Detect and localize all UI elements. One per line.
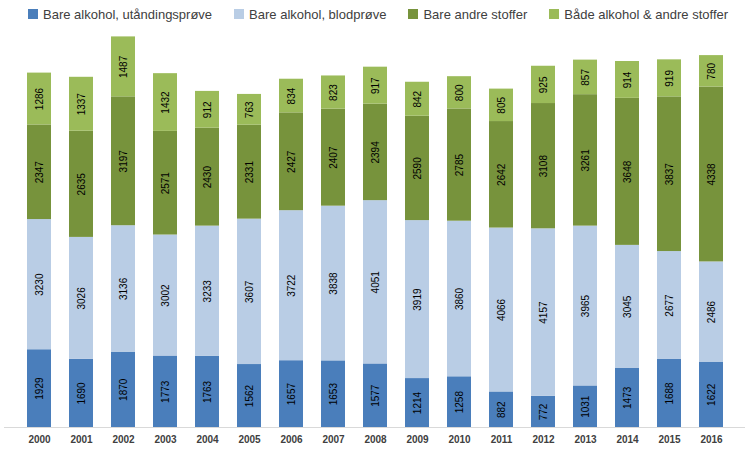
svg-text:1688: 1688 (664, 382, 675, 405)
svg-text:2003: 2003 (154, 434, 177, 445)
svg-text:2331: 2331 (244, 161, 255, 184)
svg-text:1577: 1577 (370, 384, 381, 407)
html-text:Både alkohol & andre stoffer: Både alkohol & andre stoffer (564, 6, 729, 22)
svg-text:1929: 1929 (34, 377, 45, 400)
svg-text:1622: 1622 (706, 383, 717, 406)
svg-text:2394: 2394 (370, 141, 381, 164)
svg-text:3607: 3607 (244, 280, 255, 303)
svg-text:1763: 1763 (202, 380, 213, 403)
svg-text:2001: 2001 (70, 434, 93, 445)
svg-text:2407: 2407 (328, 146, 339, 169)
svg-text:4157: 4157 (538, 301, 549, 324)
svg-text:2009: 2009 (406, 434, 429, 445)
svg-text:3136: 3136 (118, 277, 129, 300)
svg-text:1487: 1487 (118, 55, 129, 78)
svg-text:3965: 3965 (580, 294, 591, 317)
svg-text:780: 780 (706, 63, 717, 80)
svg-text:1653: 1653 (328, 383, 339, 406)
svg-text:4066: 4066 (496, 298, 507, 321)
svg-text:1473: 1473 (622, 386, 633, 409)
svg-text:2677: 2677 (664, 294, 675, 317)
html-text:Bare andre stoffer: Bare andre stoffer (423, 6, 528, 22)
svg-text:2007: 2007 (322, 434, 345, 445)
svg-text:800: 800 (454, 84, 465, 101)
svg-text:919: 919 (664, 70, 675, 87)
svg-text:1286: 1286 (34, 87, 45, 110)
svg-text:3860: 3860 (454, 287, 465, 310)
svg-text:2008: 2008 (364, 434, 387, 445)
svg-text:2013: 2013 (574, 434, 597, 445)
svg-text:763: 763 (244, 101, 255, 118)
svg-text:805: 805 (496, 97, 507, 114)
svg-text:823: 823 (328, 84, 339, 101)
svg-text:2590: 2590 (412, 157, 423, 180)
html-text:Bare alkohol, utåndingsprøve: Bare alkohol, utåndingsprøve (43, 6, 213, 22)
svg-text:2005: 2005 (238, 434, 261, 445)
svg-text:1870: 1870 (118, 378, 129, 401)
svg-text:4051: 4051 (370, 271, 381, 294)
svg-text:2016: 2016 (700, 434, 723, 445)
svg-text:882: 882 (496, 401, 507, 418)
svg-text:834: 834 (286, 87, 297, 104)
svg-text:3919: 3919 (412, 288, 423, 311)
svg-text:3838: 3838 (328, 272, 339, 295)
svg-text:2004: 2004 (196, 434, 219, 445)
svg-text:1690: 1690 (76, 382, 87, 405)
svg-text:3722: 3722 (286, 274, 297, 297)
svg-text:2014: 2014 (616, 434, 639, 445)
svg-text:2347: 2347 (34, 161, 45, 184)
svg-text:1432: 1432 (160, 91, 171, 114)
svg-text:1562: 1562 (244, 384, 255, 407)
svg-text:1337: 1337 (76, 93, 87, 116)
svg-text:2486: 2486 (706, 300, 717, 323)
svg-text:2571: 2571 (160, 172, 171, 195)
html-text:Bare alkohol, blodprøve: Bare alkohol, blodprøve (249, 6, 387, 22)
svg-text:914: 914 (622, 71, 633, 88)
svg-text:2002: 2002 (112, 434, 135, 445)
svg-text:925: 925 (538, 76, 549, 93)
svg-text:2000: 2000 (28, 434, 51, 445)
svg-text:3108: 3108 (538, 155, 549, 178)
svg-text:1258: 1258 (454, 391, 465, 414)
svg-text:2635: 2635 (76, 173, 87, 196)
svg-text:842: 842 (412, 90, 423, 107)
svg-text:2012: 2012 (532, 434, 555, 445)
svg-text:1214: 1214 (412, 391, 423, 414)
svg-text:917: 917 (370, 77, 381, 94)
svg-text:3002: 3002 (160, 284, 171, 307)
svg-text:772: 772 (538, 403, 549, 420)
svg-text:2785: 2785 (454, 154, 465, 177)
svg-text:2427: 2427 (286, 150, 297, 173)
svg-text:2430: 2430 (202, 166, 213, 189)
svg-text:3197: 3197 (118, 150, 129, 173)
svg-text:2642: 2642 (496, 163, 507, 186)
svg-text:2006: 2006 (280, 434, 303, 445)
svg-text:3648: 3648 (622, 160, 633, 183)
svg-text:912: 912 (202, 101, 213, 118)
svg-text:3045: 3045 (622, 295, 633, 318)
svg-text:2010: 2010 (448, 434, 471, 445)
svg-text:1031: 1031 (580, 395, 591, 418)
svg-text:3261: 3261 (580, 149, 591, 172)
svg-text:3026: 3026 (76, 287, 87, 310)
svg-text:2015: 2015 (658, 434, 681, 445)
svg-text:4338: 4338 (706, 163, 717, 186)
svg-text:3233: 3233 (202, 280, 213, 303)
svg-text:3837: 3837 (664, 163, 675, 186)
svg-text:1657: 1657 (286, 383, 297, 406)
svg-text:1773: 1773 (160, 380, 171, 403)
svg-text:2011: 2011 (491, 434, 513, 445)
svg-text:857: 857 (580, 69, 591, 86)
svg-text:3230: 3230 (34, 273, 45, 296)
